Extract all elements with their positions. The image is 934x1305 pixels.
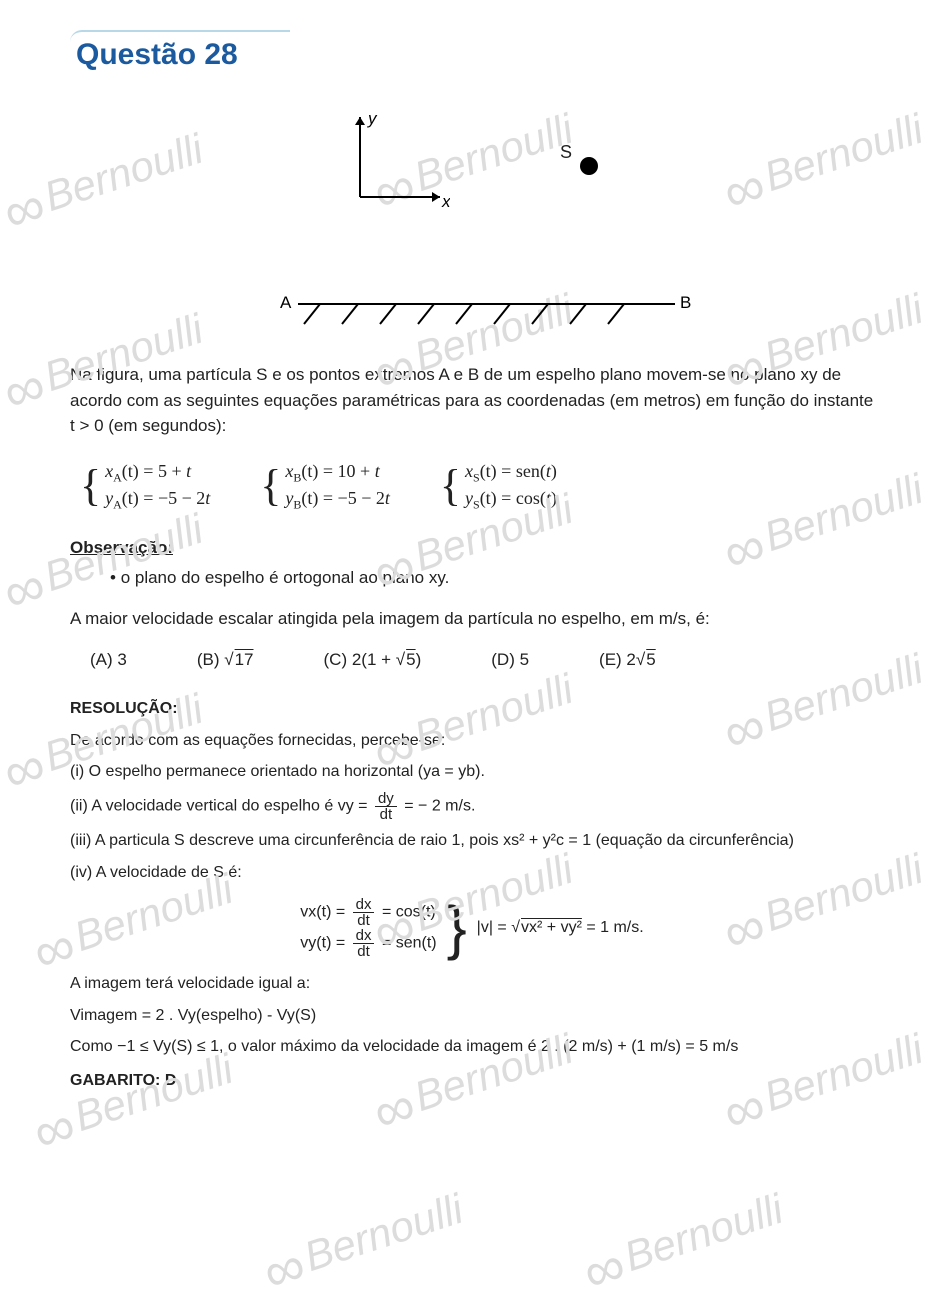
eq-group-a: { xA(t) = 5 + t yA(t) = −5 − 2t	[80, 459, 210, 514]
option-b: (B) √17	[197, 650, 254, 670]
resolution-header: RESOLUÇÃO:	[70, 700, 874, 718]
eq-group-s: { xS(t) = sen(t) yS(t) = cos(t)	[440, 459, 557, 514]
brace-icon: {	[440, 464, 461, 508]
vy-line: vy(t) = dxdt = sen(t)	[300, 928, 436, 959]
axis-y-label: y	[367, 112, 378, 128]
vx-line: vx(t) = dxdt = cos(t)	[300, 897, 436, 928]
brace-right-icon: }	[447, 903, 467, 953]
resolution-i: (i) O espelho permanece orientado na hor…	[70, 759, 874, 785]
resolution-iv: (iv) A velocidade de S é:	[70, 860, 874, 886]
observation-text: o plano do espelho é ortogonal ao plano …	[121, 568, 450, 587]
mirror-b-label: B	[680, 293, 691, 312]
brace-icon: {	[80, 464, 101, 508]
eq-s-x: xS(t) = sen(t)	[465, 459, 557, 486]
answer-options: (A) 3 (B) √17 (C) 2(1 + √5) (D) 5 (E) 2√…	[90, 650, 874, 670]
resolution-conclusion: Como −1 ≤ Vy(S) ≤ 1, o valor máximo da v…	[70, 1034, 874, 1060]
resolution-intro: De acordo com as equações fornecidas, pe…	[70, 728, 874, 754]
eq-s-y: yS(t) = cos(t)	[465, 486, 557, 513]
question-prompt: A maior velocidade escalar atingida pela…	[70, 606, 874, 632]
point-s-label: S	[560, 142, 572, 163]
observation-bullet: • o plano do espelho é ortogonal ao plan…	[110, 568, 874, 588]
xy-axes-icon: y x	[330, 112, 450, 222]
figure: y x S A B	[70, 102, 874, 342]
mirror-a-label: A	[280, 293, 292, 312]
eq-a-y: yA(t) = −5 − 2t	[105, 486, 210, 513]
parametric-equations: { xA(t) = 5 + t yA(t) = −5 − 2t { xB(t) …	[80, 459, 874, 514]
option-a: (A) 3	[90, 650, 127, 670]
eq-group-b: { xB(t) = 10 + t yB(t) = −5 − 2t	[260, 459, 390, 514]
resolution-iii: (iii) A particula S descreve uma circunf…	[70, 828, 874, 854]
watermark-text: ∞Bernoulli	[255, 1180, 472, 1305]
watermark-text: ∞Bernoulli	[575, 1180, 792, 1305]
velocity-magnitude: |v| = √vx² + vy² = 1 m/s.	[477, 919, 644, 937]
question-title: Questão 28	[70, 30, 290, 72]
axis-x-label: x	[441, 192, 450, 211]
option-e: (E) 2√5	[599, 650, 656, 670]
velocity-derivation: vx(t) = dxdt = cos(t) vy(t) = dxdt = sen…	[70, 897, 874, 959]
resolution-image-vel: A imagem terá velocidade igual a:	[70, 971, 874, 997]
point-s-dot	[580, 157, 598, 175]
option-d: (D) 5	[491, 650, 529, 670]
observation-header: Observação:	[70, 538, 874, 558]
resolution-formula: Vimagem = 2 . Vy(espelho) - Vy(S)	[70, 1003, 874, 1029]
problem-text: Na figura, uma partícula S e os pontos e…	[70, 362, 874, 439]
eq-b-y: yB(t) = −5 − 2t	[285, 486, 389, 513]
eq-a-x: xA(t) = 5 + t	[105, 459, 210, 486]
mirror-icon: A B	[280, 292, 700, 332]
answer-key: GABARITO: D	[70, 1072, 874, 1090]
brace-icon: {	[260, 464, 281, 508]
resolution-ii: (ii) A velocidade vertical do espelho é …	[70, 791, 874, 822]
option-c: (C) 2(1 + √5)	[324, 650, 422, 670]
eq-b-x: xB(t) = 10 + t	[285, 459, 389, 486]
